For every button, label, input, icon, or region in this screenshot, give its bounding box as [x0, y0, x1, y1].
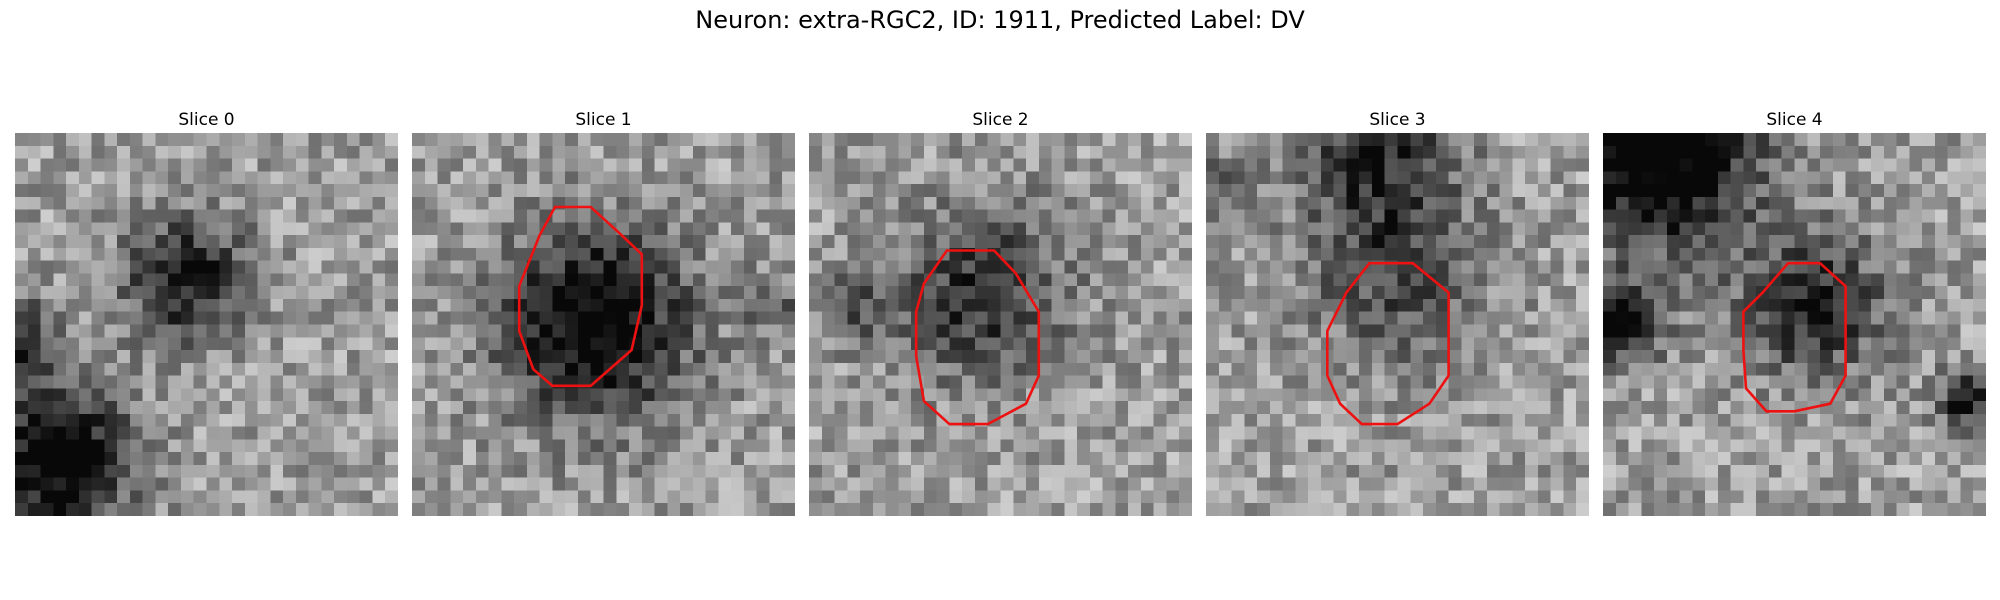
pixel-grid: [412, 133, 795, 516]
slice-image: [15, 133, 398, 516]
pixel-grid: [1206, 133, 1589, 516]
slice-panel-2: Slice 2: [809, 108, 1192, 516]
pixel-grid: [1603, 133, 1986, 516]
soma-contour: [517, 205, 644, 388]
slice-panel-4: Slice 4: [1603, 108, 1986, 516]
slice-image: [1206, 133, 1589, 516]
slice-image: [809, 133, 1192, 516]
slice-panel-1: Slice 1: [412, 108, 795, 516]
slice-panel-3: Slice 3: [1206, 108, 1589, 516]
figure-title: Neuron: extra-RGC2, ID: 1911, Predicted …: [695, 6, 1305, 34]
slice-panel-0: Slice 0: [15, 108, 398, 516]
slice-title: Slice 0: [178, 110, 235, 130]
slice-title: Slice 3: [1369, 110, 1426, 130]
slice-image: [412, 133, 795, 516]
soma-contour: [1326, 261, 1450, 426]
slice-title: Slice 4: [1766, 110, 1823, 130]
pixel-grid: [15, 133, 398, 516]
slice-title: Slice 1: [575, 110, 632, 130]
pixel-grid: [809, 133, 1192, 516]
slice-title: Slice 2: [972, 110, 1029, 130]
soma-contour: [914, 249, 1041, 426]
soma-contour: [1742, 261, 1847, 413]
slice-image: [1603, 133, 1986, 516]
